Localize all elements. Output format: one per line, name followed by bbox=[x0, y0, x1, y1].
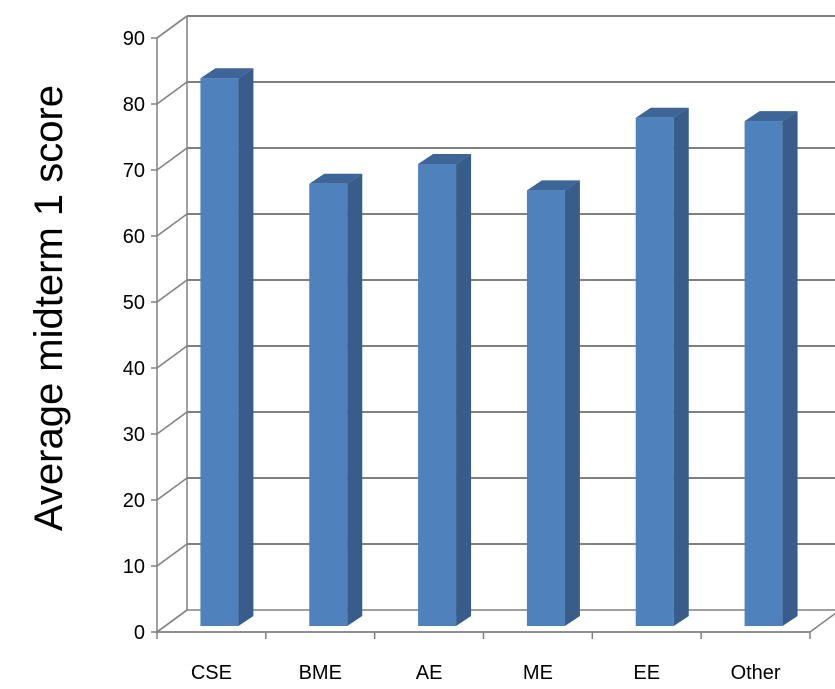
x-category-labels: CSE BME AE ME EE Other bbox=[191, 662, 781, 684]
bar-top bbox=[744, 111, 798, 122]
x-category-label: AE bbox=[416, 662, 443, 684]
x-category-label: Other bbox=[731, 662, 781, 684]
x-category-label: BME bbox=[299, 662, 342, 684]
bar-side bbox=[673, 107, 689, 627]
y-tick-label: 10 bbox=[123, 556, 145, 578]
y-tick-label: 50 bbox=[123, 292, 145, 314]
bar-front bbox=[744, 121, 783, 626]
axes bbox=[151, 37, 811, 639]
floor bbox=[154, 609, 835, 633]
bars bbox=[200, 68, 798, 627]
x-category-label: CSE bbox=[191, 662, 232, 684]
y-axis-title: Average midterm 1 score bbox=[27, 85, 71, 531]
gridline-side bbox=[156, 15, 188, 39]
bar-side bbox=[456, 154, 472, 626]
x-category-label: ME bbox=[523, 662, 553, 684]
gridline-side bbox=[156, 81, 188, 105]
y-tick-label: 70 bbox=[123, 160, 145, 182]
gridline-side bbox=[156, 213, 188, 237]
gridline-side bbox=[156, 279, 188, 303]
x-category-label: EE bbox=[633, 662, 660, 684]
bar-front bbox=[200, 78, 239, 626]
bar-front bbox=[309, 183, 348, 627]
bar-side bbox=[782, 111, 798, 627]
gridline-side bbox=[156, 345, 188, 369]
bar-top bbox=[526, 180, 580, 191]
gridlines bbox=[156, 15, 835, 633]
gridline-side bbox=[156, 543, 188, 567]
y-tick-label: 30 bbox=[123, 424, 145, 446]
bar-side bbox=[564, 180, 580, 626]
y-tick-label: 0 bbox=[134, 622, 145, 644]
y-tick-label: 90 bbox=[123, 28, 145, 50]
gridline-side bbox=[156, 609, 188, 633]
y-tick-label: 40 bbox=[123, 358, 145, 380]
bar-front bbox=[526, 190, 565, 626]
gridline-side bbox=[156, 411, 188, 435]
gridline-side bbox=[156, 147, 188, 171]
y-tick-label: 80 bbox=[123, 94, 145, 116]
y-tick-label: 60 bbox=[123, 226, 145, 248]
bar-top bbox=[309, 173, 363, 184]
gridline-side bbox=[156, 477, 188, 501]
bar-front bbox=[635, 117, 674, 627]
bar-top bbox=[418, 154, 472, 164]
y-tick-labels: 0 10 20 30 40 50 60 70 80 90 bbox=[123, 28, 145, 644]
bar-top bbox=[635, 107, 689, 118]
y-tick-label: 20 bbox=[123, 490, 145, 512]
bar-side bbox=[347, 173, 363, 627]
bar-front bbox=[418, 164, 457, 626]
bar-side bbox=[238, 68, 254, 626]
chart-walls bbox=[154, 15, 835, 633]
bar-top bbox=[200, 68, 254, 79]
